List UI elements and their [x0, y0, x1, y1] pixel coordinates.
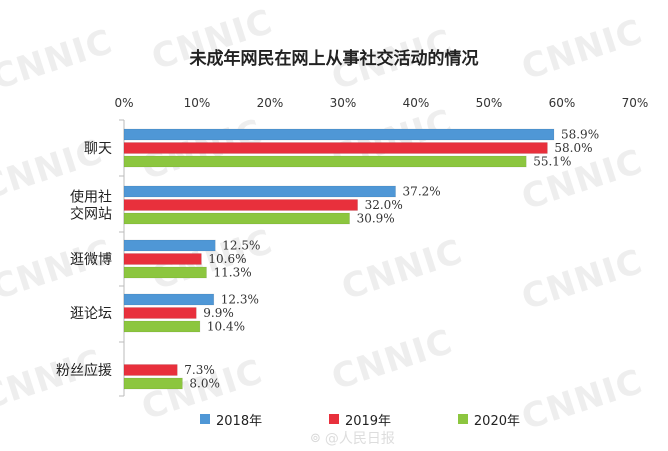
data-label: 37.2%	[403, 185, 441, 199]
bar	[123, 364, 178, 376]
data-label: 7.3%	[184, 363, 215, 377]
legend-swatch	[457, 414, 468, 424]
data-label: 9.9%	[203, 306, 234, 320]
x-tick-label: 60%	[549, 96, 576, 110]
category-label: 逛论坛	[70, 306, 112, 322]
bar	[123, 253, 202, 265]
bar	[123, 377, 183, 390]
category-label: 逛微博	[70, 251, 112, 268]
data-label: 58.0%	[554, 141, 592, 155]
x-tick-label: 40%	[403, 96, 430, 110]
credit-text: @人民日报	[324, 431, 395, 447]
bar	[123, 185, 396, 198]
legend-label: 2019年	[344, 413, 392, 429]
bar	[123, 293, 215, 306]
data-label: 12.3%	[221, 293, 259, 307]
data-label: 32.0%	[365, 198, 403, 212]
data-label: 55.1%	[533, 155, 571, 169]
data-label: 8.0%	[189, 377, 220, 391]
category-label: 使用社	[70, 189, 112, 206]
bar	[123, 307, 197, 319]
legend-item: 2020年	[457, 410, 520, 429]
data-label: 11.3%	[213, 266, 251, 280]
legend-label: 2020年	[473, 413, 520, 429]
x-tick-label: 20%	[257, 96, 284, 110]
legend-label: 2018年	[216, 413, 263, 429]
bar	[123, 212, 350, 225]
data-label: 30.9%	[357, 212, 395, 226]
category-label: 粉丝应援	[56, 362, 112, 379]
legend-swatch	[200, 414, 210, 424]
x-tick-label: 30%	[330, 96, 357, 110]
data-label: 58.9%	[561, 128, 599, 142]
x-tick-label: 0%	[114, 96, 133, 110]
x-tick-label: 10%	[184, 96, 211, 110]
weibo-icon: ⊚	[310, 430, 321, 446]
legend-swatch	[328, 414, 339, 424]
data-label: 10.6%	[208, 252, 246, 266]
chart-title: 未成年网民在网上从事社交活动的情况	[189, 49, 479, 69]
bar	[123, 142, 548, 154]
category-label: 聊天	[84, 141, 112, 157]
legend-item: 2019年	[328, 410, 392, 429]
source-credit: ⊚ @人民日报	[310, 428, 395, 448]
x-tick-label: 70%	[622, 96, 649, 110]
bar	[123, 199, 358, 211]
category-label: 交网站	[70, 206, 112, 223]
x-tick-label: 50%	[476, 96, 503, 110]
bar	[123, 320, 201, 333]
data-label: 12.5%	[222, 239, 260, 253]
bar	[123, 128, 555, 141]
bar	[123, 266, 207, 279]
legend-item: 2018年	[200, 410, 262, 429]
bar	[123, 155, 527, 168]
bar	[123, 239, 216, 252]
chart-legend: 2018年 2019年 2020年	[200, 409, 520, 429]
data-label: 10.4%	[207, 320, 245, 334]
